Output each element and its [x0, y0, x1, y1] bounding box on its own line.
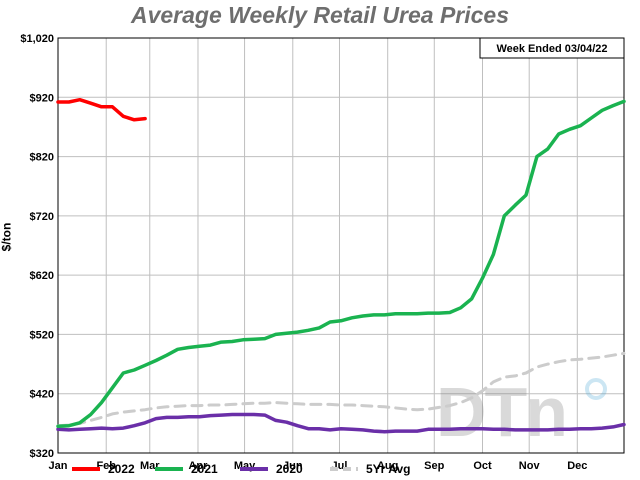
x-tick-label: Dec	[567, 460, 587, 472]
x-tick-label: Nov	[519, 460, 541, 472]
svg-text:DTn: DTn	[436, 373, 566, 451]
legend-label-2020: 2020	[276, 462, 303, 476]
y-tick-label: $520	[30, 329, 54, 341]
week-ended-box	[479, 37, 625, 59]
x-tick-label: Apr	[188, 460, 208, 472]
x-tick-label: Oct	[473, 460, 492, 472]
y-tick-label: $1,020	[20, 33, 54, 45]
x-tick-label: Jun	[283, 460, 303, 472]
legend-label-2022: 2022	[108, 462, 135, 476]
y-tick-label: $620	[30, 270, 54, 282]
series-line-2022	[56, 97, 147, 122]
series-line-5yr-avg	[56, 351, 626, 428]
legend-label-2021: 2021	[191, 462, 218, 476]
y-tick-label: $920	[30, 92, 54, 104]
week-ended-label: Week Ended 03/04/22	[496, 43, 607, 55]
y-tick-label: $820	[30, 152, 54, 164]
y-tick-label: $320	[30, 448, 54, 460]
chart-title: Average Weekly Retail Urea Prices	[130, 2, 510, 28]
series-line-2021	[56, 99, 626, 429]
x-tick-label: Aug	[377, 460, 398, 472]
x-tick-label: Feb	[96, 460, 116, 472]
x-tick-label: Jan	[49, 460, 68, 472]
plot-border	[57, 37, 625, 454]
dtn-watermark-logo: DTn	[436, 373, 607, 451]
y-tick-label: $720	[30, 211, 54, 223]
y-tick-label: $420	[30, 389, 54, 401]
series-line-2020	[56, 412, 626, 434]
x-tick-label: Sep	[424, 460, 444, 472]
legend-label-5yr-avg: 5Yr Avg	[366, 462, 410, 476]
